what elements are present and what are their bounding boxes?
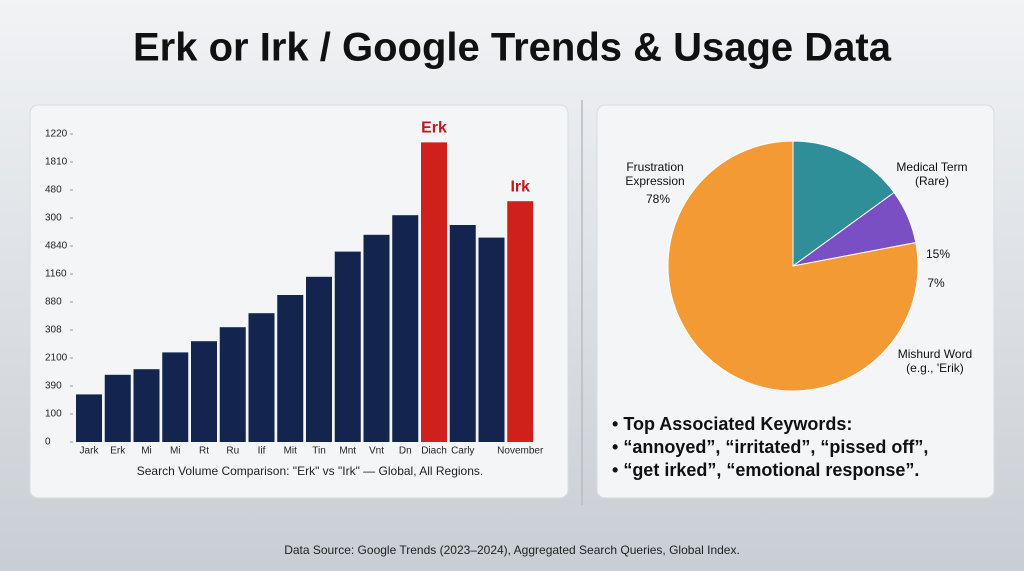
y-tick-label: 0 — [45, 437, 51, 448]
bar — [421, 142, 447, 442]
pie-value-label: 7% — [927, 276, 945, 290]
y-tick-label: 4840 — [45, 241, 68, 252]
x-tick-label: Vnt — [369, 446, 384, 457]
bar — [104, 374, 131, 442]
keyword-line: • “get irked”, “emotional response”. — [612, 460, 919, 480]
x-tick-label: Mi — [141, 446, 152, 457]
pie-label-line: Expression — [625, 174, 684, 188]
y-tick-label: 480 — [45, 185, 62, 196]
pie-label-line: Mishurd Word — [898, 347, 972, 361]
x-tick-label: Mnt — [339, 446, 356, 457]
x-tick-label: Ru — [226, 446, 239, 457]
bar — [133, 369, 160, 442]
pie-label: Frustration Expression — [625, 160, 684, 188]
bar — [392, 215, 419, 442]
y-tick-label: 390 — [45, 381, 62, 392]
y-tick-label: 880 — [45, 297, 62, 308]
x-tick-label: November — [497, 446, 544, 457]
y-tick-label: 1810 — [45, 157, 68, 168]
bar — [306, 276, 332, 442]
x-tick-label: Carly — [451, 446, 474, 457]
source: Data Source: Google Trends (2023–2024), … — [284, 543, 740, 557]
pie-label-line: (Rare) — [915, 174, 949, 188]
y-tick-label: 308 — [45, 325, 62, 336]
bar — [248, 313, 275, 442]
pie-label: Medical Term (Rare) — [896, 160, 967, 188]
chart-caption: Search Volume Comparison: "Erk" vs "Irk"… — [137, 464, 484, 478]
x-tick-label: Jark — [80, 446, 100, 457]
x-tick-label: Rt — [199, 446, 209, 457]
y-tick-label: 2100 — [45, 353, 68, 364]
pie-label-line: (e.g., 'Erik) — [906, 361, 964, 375]
x-tick-label: Mit — [284, 446, 298, 457]
pie-label-line: Frustration — [626, 160, 683, 174]
bar — [76, 394, 102, 442]
pie-slice — [667, 140, 919, 392]
bar — [507, 201, 534, 442]
keywords-heading-text: Top Associated Keywords: — [623, 414, 852, 434]
y-tick-label: 1220 — [45, 129, 68, 140]
bar — [449, 225, 476, 442]
bar — [162, 352, 189, 442]
pie-slice — [792, 140, 895, 267]
y-tick-label: 100 — [45, 409, 62, 420]
bar — [277, 295, 304, 442]
x-tick-label: Dn — [399, 446, 412, 457]
bar — [191, 341, 217, 442]
y-tick-label: 1160 — [45, 269, 67, 280]
keyword-text: “get irked”, “emotional response”. — [623, 460, 919, 480]
annotation: Erk — [421, 120, 447, 137]
keyword-text: “annoyed”, “irritated”, “pissed off”, — [623, 437, 928, 457]
bar — [219, 327, 246, 442]
y-tick-label: 300 — [45, 213, 62, 224]
x-tick-label: Diach — [421, 446, 447, 457]
bar — [363, 234, 390, 442]
x-tick-label: Erk — [110, 446, 126, 457]
x-tick-label: Mi — [170, 446, 181, 457]
x-tick-label: Iif — [258, 446, 266, 457]
bar — [334, 251, 361, 442]
x-tick-label: Tin — [312, 446, 326, 457]
keyword-line: • “annoyed”, “irritated”, “pissed off”, — [612, 437, 928, 457]
title: Erk or Irk / Google Trends & Usage Data — [133, 26, 892, 70]
pie-label-line: Medical Term — [896, 160, 967, 174]
pie-label: Mishurd Word (e.g., 'Erik) — [898, 347, 972, 375]
pie-value-label: 15% — [926, 247, 950, 261]
keywords-heading: • Top Associated Keywords: — [612, 414, 852, 434]
pie-value-label: 78% — [646, 192, 670, 206]
bar — [478, 237, 505, 442]
annotation: Irk — [510, 178, 530, 195]
